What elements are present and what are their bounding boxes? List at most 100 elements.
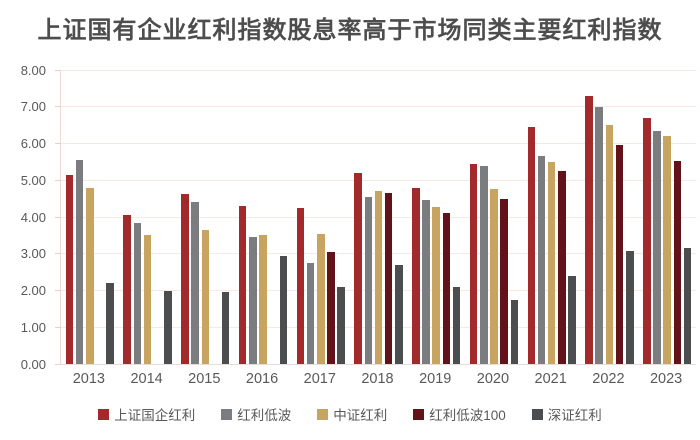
- bar-group-2013: [61, 70, 119, 364]
- bar-深证红利-2016: [279, 255, 288, 364]
- y-axis-tick: [55, 326, 61, 328]
- bar-上证国企红利-2014: [123, 215, 131, 364]
- bar-深证红利-2018: [395, 264, 403, 364]
- bar-中证红利-2018: [374, 190, 383, 364]
- y-axis-tick: [55, 69, 61, 71]
- y-axis-tick-label: 4.00: [20, 209, 46, 225]
- x-axis-label-2023: 2023: [649, 371, 683, 387]
- legend-item-上证国企红利: 上证国企红利: [98, 404, 195, 424]
- bar-深证红利-2021: [568, 275, 576, 364]
- bar-上证国企红利-2022: [585, 95, 593, 364]
- x-axis-label-2018: 2018: [361, 371, 394, 387]
- bar-上证国企红利-2016: [238, 205, 247, 364]
- bar-红利低波-2017: [306, 262, 315, 364]
- bar-红利低波100-2023: [673, 161, 682, 364]
- bar-group-2017: [292, 70, 350, 364]
- bar-深证红利-2019: [452, 286, 461, 364]
- bar-深证红利-2017: [337, 286, 345, 364]
- y-axis-tick-label: 2.00: [20, 283, 46, 298]
- y-axis-tick: [55, 290, 61, 291]
- legend-swatch-icon: [98, 408, 110, 420]
- bar-红利低波100-2017: [327, 251, 335, 364]
- legend-swatch-icon: [317, 408, 329, 420]
- x-axis: 2013 2014 2015 2016 2017 2018 2019 2020 2021 2022…: [60, 371, 695, 391]
- bar-红利低波100-2019: [442, 213, 451, 364]
- bar-中证红利-2014: [143, 235, 152, 364]
- bar-中证红利-2022: [605, 125, 614, 364]
- bar-红利低波-2018: [364, 196, 373, 364]
- legend-item-红利低波: 红利低波: [221, 404, 291, 424]
- x-axis-label-2017: 2017: [303, 371, 336, 387]
- y-axis-tick: [55, 143, 61, 144]
- x-axis-label-2020: 2020: [476, 371, 510, 387]
- x-axis-label-2022: 2022: [592, 371, 625, 387]
- bar-红利低波100-2020: [500, 199, 508, 364]
- gridline: [61, 179, 696, 181]
- y-axis-tick: [55, 363, 61, 365]
- bar-上证国企红利-2017: [296, 207, 305, 364]
- bar-红利低波-2019: [422, 200, 430, 364]
- chart-title: 上证国有企业红利指数股息率高于市场同类主要红利指数: [37, 17, 663, 44]
- bar-深证红利-2023: [683, 248, 692, 364]
- gridline: [61, 143, 696, 144]
- y-axis-tick-label: 3.00: [20, 246, 46, 262]
- legend-swatch-icon: [531, 408, 543, 420]
- bar-深证红利-2022: [625, 250, 634, 364]
- bar-group-2015: [176, 70, 234, 364]
- y-axis-tick-label: 7.00: [20, 99, 46, 115]
- bar-红利低波-2021: [537, 156, 546, 364]
- legend-label: 中证红利: [333, 408, 388, 423]
- x-axis-label-2015: 2015: [188, 371, 221, 387]
- bar-group-2020: [465, 70, 523, 364]
- y-axis-tick-label: 1.00: [20, 319, 46, 335]
- bar-红利低波100-2018: [384, 193, 393, 364]
- bar-chart-plot-area: [55, 69, 696, 365]
- y-axis-tick-label: 0.00: [20, 356, 46, 372]
- bar-上证国企红利-2023: [642, 117, 651, 364]
- bar-中证红利-2017: [316, 233, 325, 364]
- legend-label: 深证红利: [547, 408, 602, 423]
- legend-swatch-icon: [221, 408, 233, 420]
- bar-红利低波-2013: [75, 160, 84, 364]
- bar-红利低波100-2022: [615, 145, 624, 364]
- bar-中证红利-2023: [663, 136, 671, 364]
- bar-深证红利-2014: [164, 290, 172, 364]
- x-axis-label-2014: 2014: [130, 371, 163, 387]
- bar-深证红利-2015: [221, 291, 230, 364]
- x-axis-label-2016: 2016: [245, 371, 279, 387]
- bar-group-2016: [234, 70, 292, 364]
- bar-group-2023: [638, 70, 696, 364]
- bar-上证国企红利-2013: [65, 174, 74, 364]
- bar-上证国企红利-2018: [354, 172, 362, 364]
- bar-上证国企红利-2020: [469, 163, 478, 364]
- bar-红利低波-2023: [653, 130, 661, 364]
- bar-中证红利-2016: [259, 235, 267, 364]
- y-axis-tick: [55, 179, 61, 181]
- y-axis: 0.00 1.00 2.00 3.00 4.00 5.00 6.00 7.00 8.00: [0, 0, 46, 440]
- bar-深证红利-2013: [106, 283, 115, 364]
- bar-group-2022: [581, 70, 639, 364]
- legend-item-红利低波100: 红利低波100: [413, 404, 506, 424]
- bar-红利低波100-2021: [558, 171, 566, 364]
- bar-红利低波-2014: [133, 222, 142, 364]
- legend-label: 红利低波: [237, 408, 292, 423]
- bar-上证国企红利-2021: [527, 126, 536, 364]
- bar-红利低波-2016: [249, 237, 257, 364]
- bar-红利低波-2015: [191, 202, 199, 364]
- bar-中证红利-2021: [547, 161, 556, 364]
- bar-深证红利-2020: [510, 299, 519, 364]
- bar-中证红利-2013: [86, 187, 94, 364]
- chart-legend: 上证国企红利 红利低波 中证红利 红利低波100 深证红利: [0, 404, 700, 424]
- y-axis-tick: [55, 106, 61, 108]
- gridline: [61, 69, 696, 71]
- legend-swatch-icon: [413, 408, 425, 420]
- legend-label: 上证国企红利: [114, 408, 196, 423]
- y-axis-tick-label: 8.00: [20, 62, 46, 78]
- y-axis-tick-label: 5.00: [20, 172, 46, 188]
- y-axis-tick: [55, 253, 61, 255]
- x-axis-label-2021: 2021: [534, 371, 567, 387]
- y-axis-tick-label: 6.00: [20, 136, 46, 151]
- legend-item-深证红利: 深证红利: [531, 404, 602, 424]
- bar-group-2014: [119, 70, 177, 364]
- bar-group-2018: [350, 70, 408, 364]
